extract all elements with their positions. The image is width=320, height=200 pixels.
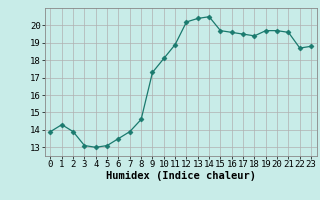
- X-axis label: Humidex (Indice chaleur): Humidex (Indice chaleur): [106, 171, 256, 181]
